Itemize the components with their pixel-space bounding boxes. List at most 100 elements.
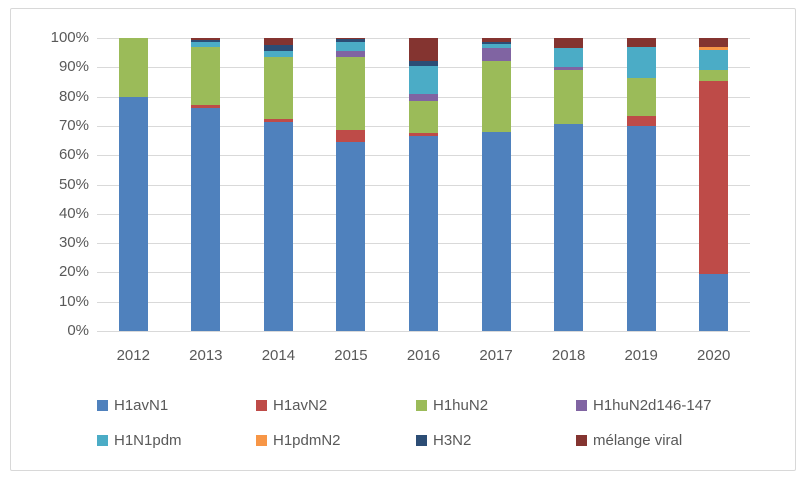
y-axis-tick: 100% — [50, 29, 89, 46]
x-axis-tick: 2012 — [116, 347, 150, 364]
legend-swatch-icon — [256, 434, 267, 446]
bar-segment-H1pdmN2[interactable] — [699, 46, 729, 50]
x-axis-tick: 2019 — [624, 347, 658, 364]
bar-segment-H1huN2[interactable] — [118, 38, 148, 97]
bar-segment-H3N2[interactable] — [409, 61, 438, 66]
bar-segment-H1avN1[interactable] — [263, 121, 293, 331]
legend-label: H1N1pdm — [114, 431, 182, 449]
legend-item-H3N2[interactable]: H3N2 — [416, 431, 471, 449]
bar-segment-mélange viral[interactable] — [263, 38, 293, 46]
bar-segment-H1huN2d146-147[interactable] — [336, 51, 366, 58]
bar-segment-H1N1pdm[interactable] — [409, 65, 438, 94]
bar-segment-H1avN1[interactable] — [699, 273, 729, 331]
bar-segment-H1huN2[interactable] — [409, 101, 438, 134]
bar-segment-H1avN1[interactable] — [336, 142, 366, 331]
bar-segment-mélange viral[interactable] — [554, 38, 584, 49]
legend-item-H1pdmN2[interactable]: H1pdmN2 — [256, 431, 341, 449]
bar-segment-H1avN1[interactable] — [191, 108, 221, 331]
legend-label: mélange viral — [593, 431, 683, 449]
bar-segment-mélange viral[interactable] — [626, 38, 656, 47]
legend-label: H1huN2d146-147 — [593, 396, 712, 414]
bar-segment-H1huN2[interactable] — [336, 57, 366, 131]
bar-segment-H1avN1[interactable] — [481, 131, 511, 331]
bar-segment-H1avN2[interactable] — [191, 105, 221, 109]
x-axis-tick: 2020 — [697, 347, 731, 364]
y-axis-tick: 20% — [58, 263, 89, 281]
legend-swatch-icon — [256, 399, 267, 411]
y-axis-tick: 90% — [58, 58, 89, 76]
bar-segment-H1N1pdm[interactable] — [336, 42, 366, 52]
bar-2012 — [118, 38, 148, 331]
bar-segment-H1N1pdm[interactable] — [191, 42, 221, 47]
legend-label: H1avN2 — [273, 396, 328, 414]
x-axis-tick: 2017 — [479, 347, 513, 364]
bar-segment-H1avN2[interactable] — [626, 115, 656, 126]
bar-segment-H3N2[interactable] — [191, 39, 221, 43]
bar-segment-H1N1pdm[interactable] — [481, 43, 511, 49]
y-axis-tick: 0% — [67, 322, 89, 339]
bar-segment-H1N1pdm[interactable] — [554, 48, 584, 68]
y-axis-tick: 70% — [58, 116, 89, 134]
x-axis-tick: 2016 — [406, 347, 441, 364]
legend-item-H1avN1[interactable]: H1avN1 — [97, 396, 168, 414]
legend-item-H1N1pdm[interactable]: H1N1pdm — [97, 431, 182, 449]
legend-label: H3N2 — [433, 431, 472, 449]
bar-segment-mélange viral[interactable] — [409, 38, 438, 62]
bar-segment-H1huN2[interactable] — [554, 70, 584, 125]
bar-segment-H1avN2[interactable] — [699, 80, 729, 274]
bar-2019 — [626, 38, 656, 331]
legend-item-mélange viral[interactable]: mélange viral — [576, 431, 682, 449]
legend-item-H1huN2d146-147[interactable]: H1huN2d146-147 — [576, 396, 711, 414]
bar-2016 — [409, 38, 438, 331]
bar-segment-H1avN2[interactable] — [263, 118, 293, 122]
legend-swatch-icon — [97, 399, 108, 411]
bar-segment-H1avN1[interactable] — [554, 124, 584, 331]
x-axis-tick: 2018 — [551, 347, 586, 364]
bar-2018 — [554, 38, 584, 331]
bar-2013 — [191, 38, 221, 331]
bar-segment-H1huN2d146-147[interactable] — [554, 67, 584, 71]
bar-segment-H1huN2[interactable] — [263, 57, 293, 119]
bar-segment-H1avN2[interactable] — [409, 133, 438, 137]
y-axis-tick: 50% — [58, 175, 89, 193]
legend-swatch-icon — [576, 399, 587, 411]
y-axis-tick: 80% — [58, 87, 89, 105]
legend-swatch-icon — [416, 434, 427, 446]
legend-item-H1huN2[interactable]: H1huN2 — [416, 396, 488, 414]
legend-swatch-icon — [97, 434, 108, 446]
bar-segment-H1huN2[interactable] — [191, 46, 221, 106]
y-axis-tick: 60% — [58, 146, 89, 164]
bar-segment-H3N2[interactable] — [336, 39, 366, 43]
x-axis-tick: 2013 — [189, 347, 223, 364]
y-axis-tick: 10% — [58, 292, 89, 310]
bar-segment-H1avN2[interactable] — [336, 130, 366, 143]
bar-segment-H1avN1[interactable] — [118, 96, 148, 331]
bar-2020 — [699, 38, 729, 331]
bar-segment-H1avN1[interactable] — [626, 125, 656, 331]
plot-area — [97, 38, 750, 332]
bar-segment-H3N2[interactable] — [263, 45, 293, 52]
bar-segment-H1huN2[interactable] — [626, 77, 656, 116]
bar-segment-H1huN2d146-147[interactable] — [409, 93, 438, 102]
bar-segment-H3N2[interactable] — [481, 42, 511, 44]
x-axis-tick: 2014 — [261, 347, 296, 364]
bar-segment-H1N1pdm[interactable] — [263, 51, 293, 58]
bar-2017 — [481, 38, 511, 331]
bar-segment-H1N1pdm[interactable] — [699, 49, 729, 71]
legend-item-H1avN2[interactable]: H1avN2 — [256, 396, 327, 414]
bar-segment-mélange viral[interactable] — [699, 38, 729, 47]
bar-2015 — [336, 38, 366, 331]
x-axis-tick: 2015 — [334, 347, 368, 364]
bar-segment-mélange viral[interactable] — [336, 38, 366, 40]
bar-segment-mélange viral[interactable] — [481, 38, 511, 43]
bar-segment-H1N1pdm[interactable] — [626, 46, 656, 78]
legend-swatch-icon — [576, 434, 587, 446]
bar-segment-H1avN1[interactable] — [409, 136, 438, 331]
bar-segment-H1huN2[interactable] — [481, 61, 511, 132]
bar-segment-mélange viral[interactable] — [191, 38, 221, 40]
legend-label: H1avN1 — [114, 396, 169, 414]
bar-segment-H1huN2d146-147[interactable] — [481, 48, 511, 62]
y-axis-tick: 30% — [58, 234, 89, 252]
bar-segment-H1huN2[interactable] — [699, 70, 729, 81]
legend-label: H1huN2 — [433, 396, 489, 414]
